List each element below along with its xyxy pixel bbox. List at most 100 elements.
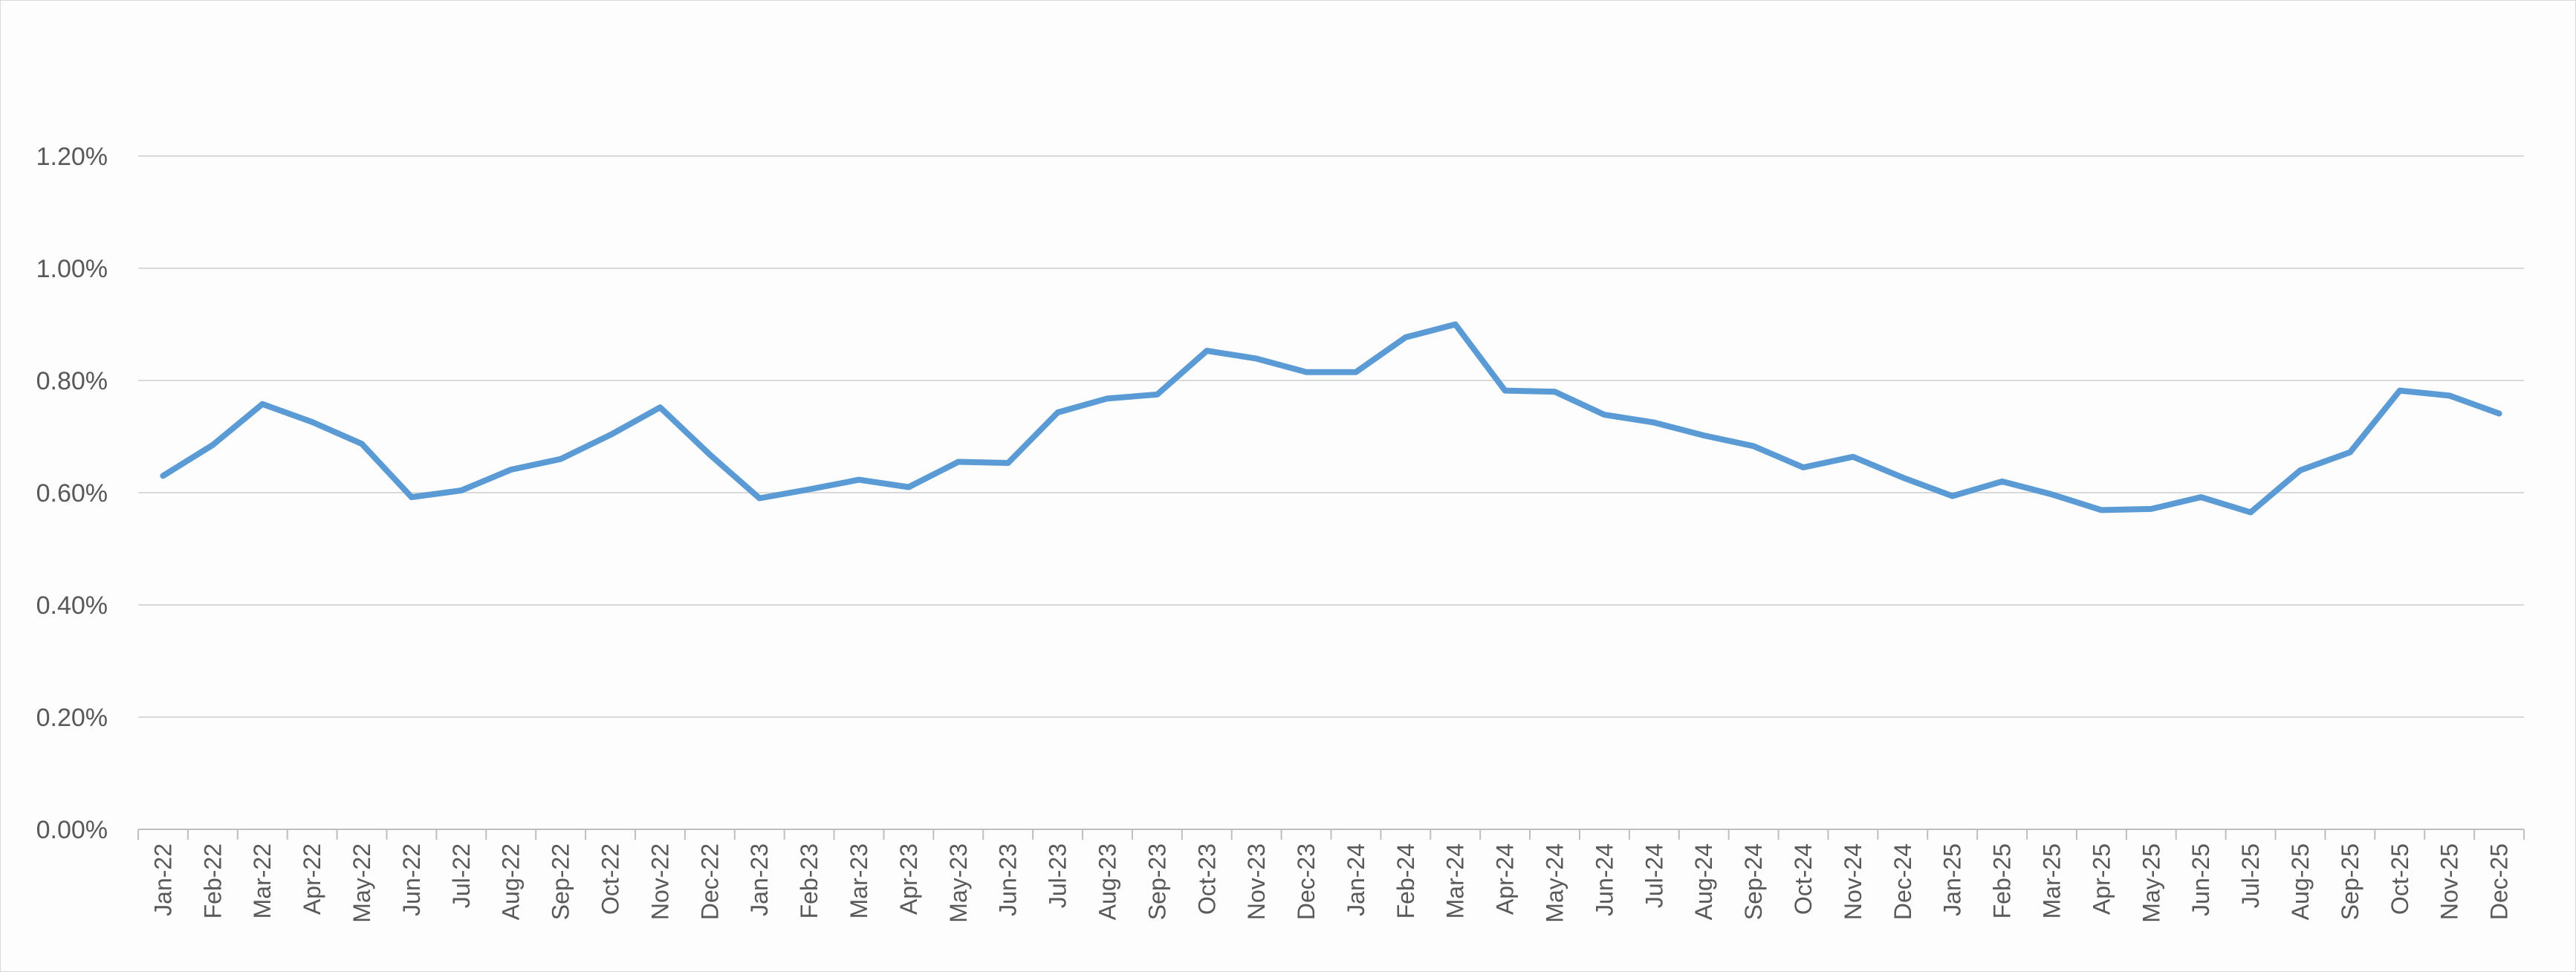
data-point bbox=[908, 486, 909, 487]
x-tick-label: Dec-22 bbox=[696, 843, 723, 920]
data-point bbox=[1206, 350, 1207, 351]
x-tick-label: Jun-23 bbox=[995, 843, 1022, 916]
x-tick-label: Jan-22 bbox=[149, 843, 176, 916]
gridlines bbox=[138, 155, 2524, 718]
x-tick-label: Nov-22 bbox=[646, 843, 673, 920]
x-tick-label: Feb-25 bbox=[1989, 843, 2016, 918]
data-point bbox=[2449, 395, 2450, 396]
x-tick-label: Oct-24 bbox=[1790, 843, 1817, 915]
x-tick-label: Dec-25 bbox=[2486, 843, 2513, 920]
data-point bbox=[2150, 508, 2152, 510]
data-point bbox=[1902, 477, 1904, 479]
x-tick-label: Dec-23 bbox=[1293, 843, 1320, 920]
data-point bbox=[1405, 337, 1407, 338]
x-tick-label: Jan-25 bbox=[1939, 843, 1966, 916]
x-tick-label: Feb-23 bbox=[796, 843, 823, 918]
data-point bbox=[2399, 390, 2401, 392]
x-tick-label: Jan-24 bbox=[1343, 843, 1369, 916]
data-point bbox=[2499, 413, 2500, 415]
x-tick-label: Sep-22 bbox=[548, 843, 574, 920]
data-point bbox=[1753, 445, 1754, 447]
y-tick-label: 1.00% bbox=[36, 255, 108, 283]
data-point bbox=[858, 479, 860, 481]
series-line bbox=[160, 321, 2502, 516]
x-tick-label: Apr-25 bbox=[2088, 843, 2115, 915]
y-tick-label: 0.80% bbox=[36, 367, 108, 395]
x-tick-label: Oct-25 bbox=[2387, 843, 2413, 915]
y-tick-label: 0.60% bbox=[36, 479, 108, 508]
x-tick-label: Jul-24 bbox=[1641, 843, 1667, 908]
series-group bbox=[160, 321, 2502, 516]
data-point bbox=[659, 406, 661, 408]
x-tick-label: Jun-22 bbox=[398, 843, 425, 916]
x-tick-label: Sep-24 bbox=[1740, 843, 1767, 920]
x-tick-label: Sep-23 bbox=[1143, 843, 1170, 920]
data-point bbox=[709, 454, 710, 456]
x-tick-label: Jan-23 bbox=[746, 843, 773, 916]
data-point bbox=[2300, 470, 2301, 471]
data-point bbox=[560, 459, 562, 460]
data-point bbox=[1803, 467, 1804, 468]
x-tick-label: Aug-25 bbox=[2287, 843, 2314, 920]
x-tick-label: Feb-22 bbox=[199, 843, 226, 918]
data-point bbox=[1256, 358, 1257, 360]
x-tick-label: Jul-22 bbox=[448, 843, 475, 908]
data-point bbox=[1008, 462, 1009, 464]
x-axis bbox=[137, 829, 2525, 840]
data-point bbox=[2250, 511, 2251, 513]
x-tick-label: Nov-24 bbox=[1840, 843, 1866, 920]
data-point bbox=[1852, 456, 1854, 458]
x-tick-label: Apr-22 bbox=[299, 843, 325, 915]
data-point bbox=[759, 498, 760, 499]
data-point bbox=[1505, 390, 1506, 392]
x-tick-label: Oct-23 bbox=[1193, 843, 1220, 915]
x-tick-label: Jul-23 bbox=[1045, 843, 1071, 908]
y-tick-label: 0.40% bbox=[36, 592, 108, 620]
x-tick-label: May-22 bbox=[348, 843, 375, 923]
x-tick-label: Mar-23 bbox=[846, 843, 872, 918]
x-tick-label: Jul-25 bbox=[2237, 843, 2264, 908]
data-point bbox=[162, 475, 163, 476]
x-tick-label: Mar-24 bbox=[1442, 843, 1469, 918]
data-point bbox=[1305, 372, 1307, 373]
x-tick-label: Jun-25 bbox=[2187, 843, 2214, 916]
y-axis-tick-labels: 0.00% 0.20% 0.40% 0.60% 0.80% 1.00% 1.20% bbox=[36, 143, 108, 844]
x-tick-label: Nov-25 bbox=[2436, 843, 2463, 920]
data-point bbox=[461, 490, 462, 491]
data-point bbox=[262, 404, 263, 405]
data-point bbox=[411, 496, 412, 498]
x-tick-label: Nov-23 bbox=[1243, 843, 1270, 920]
y-tick-label: 0.00% bbox=[36, 816, 108, 844]
data-point bbox=[1106, 398, 1108, 399]
data-point bbox=[2051, 493, 2052, 495]
x-tick-label: Oct-22 bbox=[597, 843, 624, 915]
data-point bbox=[2100, 509, 2102, 511]
data-point bbox=[510, 469, 512, 470]
data-point bbox=[361, 443, 363, 444]
x-tick-label: Apr-24 bbox=[1492, 843, 1519, 915]
data-point bbox=[1653, 422, 1655, 424]
data-point bbox=[2200, 496, 2202, 498]
data-point bbox=[1952, 496, 1953, 497]
x-tick-label: May-23 bbox=[945, 843, 972, 923]
x-tick-label: Mar-25 bbox=[2038, 843, 2065, 918]
data-point bbox=[311, 421, 313, 423]
data-point bbox=[2349, 452, 2351, 453]
x-tick-label: May-25 bbox=[2138, 843, 2164, 923]
data-point bbox=[1156, 394, 1158, 395]
x-tick-label: Apr-23 bbox=[895, 843, 922, 915]
data-point bbox=[1703, 435, 1704, 436]
data-point bbox=[1057, 412, 1059, 413]
data-point bbox=[1455, 324, 1456, 325]
x-tick-label: Mar-22 bbox=[249, 843, 276, 918]
data-point bbox=[958, 461, 959, 462]
x-axis-tick-labels: Jan-22 Feb-22 Mar-22 Apr-22 May-22 Jun-22 Jul-… bbox=[149, 843, 2512, 923]
data-point bbox=[212, 444, 213, 446]
x-tick-label: Dec-24 bbox=[1889, 843, 1916, 920]
x-tick-label: Jun-24 bbox=[1591, 843, 1618, 916]
x-tick-label: Feb-24 bbox=[1392, 843, 1419, 918]
x-tick-label: May-24 bbox=[1542, 843, 1568, 923]
data-point bbox=[610, 434, 611, 435]
